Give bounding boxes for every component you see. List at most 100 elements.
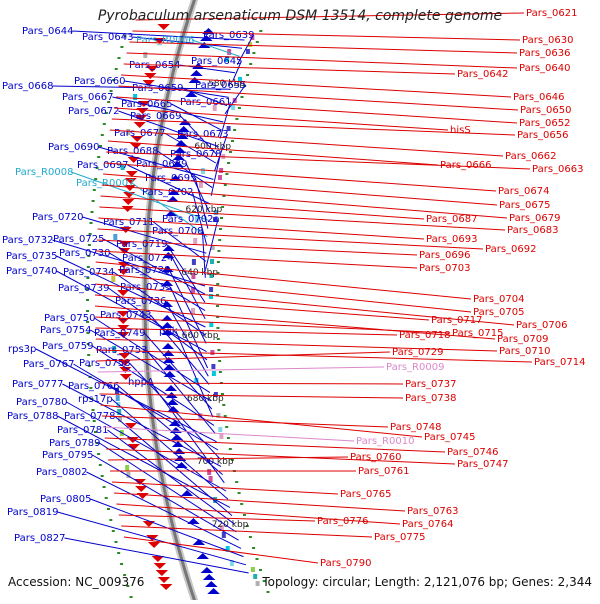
blue-gene-arrow [162,350,175,356]
gene-block [211,371,216,376]
left-gene-label: Pars_0695 [145,173,196,184]
blue-gene-arrow [198,42,211,48]
blue-gene-arrow [168,420,181,426]
left-gene-label: Pars_0665 [121,99,172,110]
scale-tick-dot [216,327,220,329]
red-gene-arrow [118,248,131,254]
red-gene-arrow [155,570,169,576]
scale-tick-dot [104,497,108,499]
scale-tick-dot [97,156,101,158]
red-gene-arrow [129,143,142,149]
red-gene-arrow [117,332,130,338]
blue-gene-arrow [185,91,198,97]
left-gene-label: Pars_0749 [94,328,145,339]
left-label-connector [153,221,207,262]
gene-block [231,105,236,110]
right-label-connector [95,261,472,300]
blue-gene-arrow [188,77,201,83]
gene-block [219,434,224,439]
left-gene-label: Pars_0736 [115,296,166,307]
gene-block [126,472,131,478]
left-gene-label: Pars_0781 [57,425,108,436]
red-gene-arrow [118,353,131,359]
left-label-connector [57,511,247,566]
left-label-connector [201,230,206,278]
gene-block [126,129,131,135]
gene-block [193,238,198,244]
gene-block [118,416,122,422]
right-label-connector [104,437,446,453]
right-label-connector [104,162,497,192]
right-label-connector [100,404,423,438]
scale-tick-dot [90,211,94,213]
scale-tick-dot [252,547,256,549]
right-gene-label: Pars_0764 [402,519,453,530]
right-label-connector [111,481,339,495]
gene-block [253,574,258,579]
scale-tick-dot [117,57,121,59]
left-gene-label: Pars_0759 [42,341,93,352]
right-gene-label: Pars_0760 [350,452,401,463]
right-gene-label: Pars_0652 [519,118,570,129]
right-label-connector [95,272,472,313]
scale-tick-dot [228,448,232,450]
right-label-connector [107,140,439,166]
scale-tick-dot [245,525,249,527]
left-label-connector [103,238,206,295]
left-label-connector [107,429,235,525]
blue-gene-arrow [163,371,176,377]
red-gene-arrow [117,325,130,331]
scale-tick-dot [226,437,230,439]
gene-block [117,409,122,415]
right-label-connector [99,206,506,231]
scale-tick-dot [218,371,222,373]
gene-block [245,49,250,54]
blue-gene-arrow [205,581,218,587]
left-gene-label: Pars_0655 [195,80,246,91]
red-gene-arrow [133,122,146,128]
blue-gene-arrow [180,490,194,496]
left-gene-label: Pars_0689 [136,159,187,170]
scale-tick-dot [102,123,106,125]
gene-block [115,395,120,401]
left-label-connector [168,269,207,344]
right-label-connector [95,338,498,352]
right-gene-label: Pars_0705 [473,307,524,318]
blue-gene-arrow [202,574,216,580]
right-label-connector [95,316,451,334]
gene-block [221,532,226,538]
left-gene-label: Pars_0802 [36,467,87,478]
left-gene-label: Pars_0735 [6,251,57,262]
left-label-connector [56,255,206,328]
scale-tick-dot [243,514,246,516]
red-gene-arrow [117,311,130,317]
left-label-connector [90,329,212,402]
gene-block [194,378,199,384]
blue-gene-arrow [187,518,200,524]
left-gene-label: Pars_0678 [170,149,221,160]
scale-tick-dot [259,30,263,32]
right-label-connector [116,503,401,525]
scale-tick-dot [240,503,244,505]
right-label-connector [95,327,398,336]
red-gene-arrow [147,542,161,548]
red-gene-arrow [118,241,131,247]
scale-tick-dot [248,536,252,538]
left-gene-label: Pars_0672 [68,106,119,117]
right-gene-label: Pars_0692 [485,244,536,255]
scale-tick-dot [225,173,229,175]
red-gene-arrow [124,423,137,429]
scale-tick-dot [86,332,90,334]
scale-tick-dot [221,206,225,208]
red-gene-arrow [142,521,155,527]
scale-tick-dot [262,580,266,582]
left-gene-label: Pars_0795 [42,450,93,461]
right-label-connector [132,30,521,41]
gene-block [229,560,234,566]
red-gene-arrow [124,178,137,184]
left-label-connector [86,471,242,549]
scale-tick-dot [216,283,220,285]
scale-tick-dot [94,178,98,180]
right-gene-label: Pars_0687 [426,214,477,225]
